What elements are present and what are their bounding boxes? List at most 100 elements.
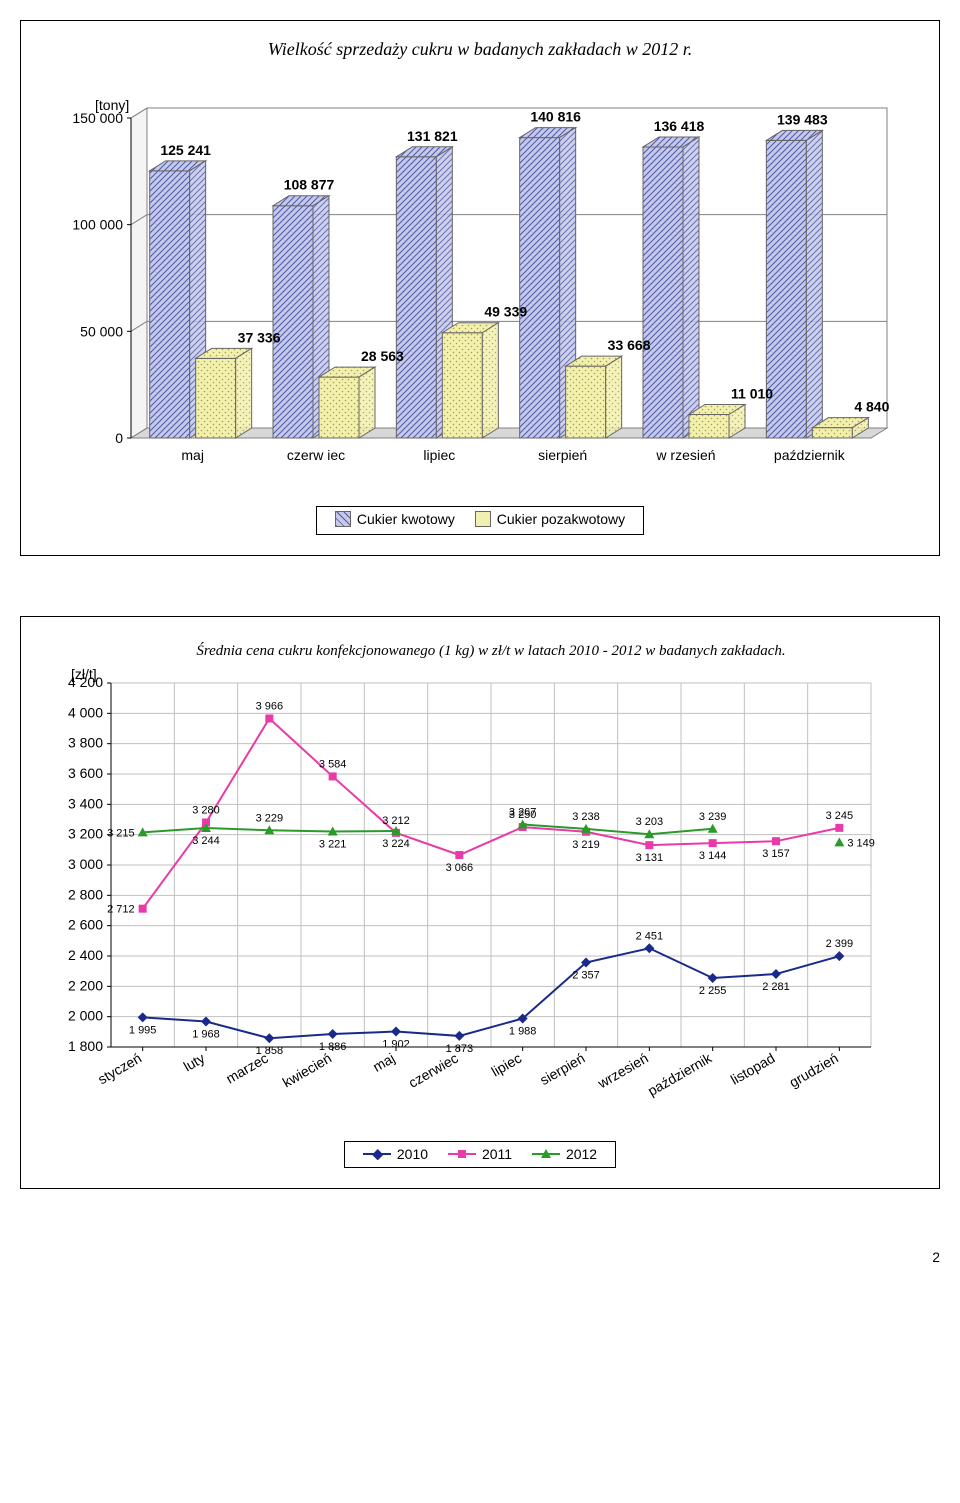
svg-text:3 267: 3 267	[509, 807, 537, 819]
legend-item-2011: 2011	[448, 1146, 512, 1162]
svg-text:1 873: 1 873	[446, 1043, 474, 1055]
legend-swatch-kwotowy	[335, 511, 351, 527]
svg-text:czerw iec: czerw iec	[287, 447, 345, 463]
svg-text:Średnia cena cukru konfekcjono: Średnia cena cukru konfekcjonowanego (1 …	[196, 642, 785, 659]
svg-text:grudzień: grudzień	[786, 1050, 841, 1091]
svg-text:3 219: 3 219	[572, 839, 600, 851]
page-number: 2	[20, 1249, 940, 1265]
svg-text:4 840: 4 840	[854, 399, 889, 415]
line-chart-area: Średnia cena cukru konfekcjonowanego (1 …	[41, 627, 919, 1127]
svg-text:październik: październik	[645, 1049, 715, 1099]
svg-text:3 600: 3 600	[68, 765, 103, 781]
svg-text:3 244: 3 244	[192, 835, 220, 847]
legend-label-pozakwotowy: Cukier pozakwotowy	[497, 511, 625, 527]
svg-text:2 712: 2 712	[107, 904, 135, 916]
svg-text:2 451: 2 451	[636, 930, 664, 942]
svg-text:3 221: 3 221	[319, 838, 347, 850]
legend-label-2010: 2010	[397, 1146, 428, 1162]
legend-label-2012: 2012	[566, 1146, 597, 1162]
svg-text:108 877: 108 877	[284, 177, 335, 193]
svg-text:lipiec: lipiec	[489, 1050, 525, 1080]
svg-text:listopad: listopad	[728, 1050, 778, 1088]
svg-text:125 241: 125 241	[160, 142, 211, 158]
svg-text:136 418: 136 418	[654, 118, 705, 134]
svg-text:3 224: 3 224	[382, 838, 410, 850]
legend-item-pozakwotowy: Cukier pozakwotowy	[475, 511, 625, 527]
bar-chart-svg: 050 000100 000150 000[tony]majczerw iecl…	[41, 78, 901, 498]
svg-text:2 399: 2 399	[826, 938, 854, 950]
svg-text:czerwiec: czerwiec	[406, 1050, 461, 1091]
legend-item-kwotowy: Cukier kwotowy	[335, 511, 455, 527]
svg-text:1 995: 1 995	[129, 1024, 157, 1036]
svg-text:luty: luty	[181, 1050, 208, 1075]
svg-text:2 255: 2 255	[699, 985, 727, 997]
legend-label-2011: 2011	[482, 1146, 512, 1162]
svg-text:1 902: 1 902	[382, 1039, 410, 1051]
svg-text:1 858: 1 858	[256, 1045, 284, 1057]
legend-item-2012: 2012	[532, 1146, 597, 1162]
svg-text:37 336: 37 336	[238, 329, 281, 345]
svg-text:3 144: 3 144	[699, 850, 727, 862]
svg-text:3 149: 3 149	[847, 837, 875, 849]
legend-marker-2012	[532, 1148, 560, 1160]
svg-text:3 239: 3 239	[699, 811, 727, 823]
svg-text:28 563: 28 563	[361, 348, 404, 364]
svg-text:[tony]: [tony]	[95, 97, 129, 113]
svg-text:2 281: 2 281	[762, 981, 790, 993]
legend-marker-2010	[363, 1148, 391, 1160]
bar-chart-area: 050 000100 000150 000[tony]majczerw iecl…	[41, 78, 919, 498]
svg-text:kwiecień: kwiecień	[280, 1050, 335, 1091]
svg-text:3 245: 3 245	[826, 810, 854, 822]
line-chart-legend: 2010 2011 2012	[344, 1141, 616, 1168]
svg-text:3 229: 3 229	[256, 812, 284, 824]
svg-text:październik: październik	[774, 447, 846, 463]
svg-text:3 800: 3 800	[68, 735, 103, 751]
svg-text:3 238: 3 238	[572, 811, 600, 823]
svg-text:2 400: 2 400	[68, 947, 103, 963]
svg-text:styczeń: styczeń	[95, 1050, 144, 1088]
svg-text:49 339: 49 339	[484, 304, 527, 320]
svg-text:3 584: 3 584	[319, 758, 347, 770]
svg-text:2 800: 2 800	[68, 886, 103, 902]
svg-text:3 212: 3 212	[382, 815, 410, 827]
svg-text:2 357: 2 357	[572, 970, 600, 982]
svg-text:3 131: 3 131	[636, 852, 664, 864]
legend-label-kwotowy: Cukier kwotowy	[357, 511, 455, 527]
svg-text:0: 0	[115, 430, 123, 446]
svg-text:w rzesień: w rzesień	[655, 447, 715, 463]
svg-text:2 600: 2 600	[68, 917, 103, 933]
svg-text:4 200: 4 200	[68, 674, 103, 690]
bar-chart-legend-wrap: Cukier kwotowy Cukier pozakwotowy	[41, 506, 919, 535]
line-chart-svg: Średnia cena cukru konfekcjonowanego (1 …	[41, 627, 901, 1127]
svg-text:3 280: 3 280	[192, 805, 220, 817]
svg-text:sierpień: sierpień	[537, 1050, 587, 1088]
line-chart-legend-wrap: 2010 2011 2012	[41, 1141, 919, 1168]
svg-text:lipiec: lipiec	[423, 447, 455, 463]
svg-text:3 400: 3 400	[68, 795, 103, 811]
svg-text:4 000: 4 000	[68, 704, 103, 720]
svg-text:1 886: 1 886	[319, 1041, 347, 1053]
svg-text:3 966: 3 966	[256, 700, 284, 712]
svg-text:131 821: 131 821	[407, 128, 458, 144]
svg-text:2 000: 2 000	[68, 1008, 103, 1024]
svg-text:3 066: 3 066	[446, 862, 474, 874]
bar-chart-legend: Cukier kwotowy Cukier pozakwotowy	[316, 506, 644, 535]
svg-text:maj: maj	[181, 447, 204, 463]
svg-text:1 968: 1 968	[192, 1029, 220, 1041]
legend-swatch-pozakwotowy	[475, 511, 491, 527]
bar-chart-container: Wielkość sprzedaży cukru w badanych zakł…	[20, 20, 940, 556]
line-chart-container: Średnia cena cukru konfekcjonowanego (1 …	[20, 616, 940, 1189]
svg-text:11 010: 11 010	[731, 386, 773, 402]
svg-text:140 816: 140 816	[530, 109, 581, 125]
svg-text:3 200: 3 200	[68, 826, 103, 842]
svg-text:33 668: 33 668	[608, 337, 651, 353]
svg-text:wrzesień: wrzesień	[594, 1050, 651, 1092]
svg-text:100 000: 100 000	[72, 217, 123, 233]
svg-text:139 483: 139 483	[777, 111, 828, 127]
svg-text:sierpień: sierpień	[538, 447, 587, 463]
bar-chart-title: Wielkość sprzedaży cukru w badanych zakł…	[41, 39, 919, 60]
svg-text:3 215: 3 215	[107, 827, 135, 839]
svg-text:maj: maj	[370, 1050, 398, 1075]
svg-text:3 000: 3 000	[68, 856, 103, 872]
legend-marker-2011	[448, 1148, 476, 1160]
